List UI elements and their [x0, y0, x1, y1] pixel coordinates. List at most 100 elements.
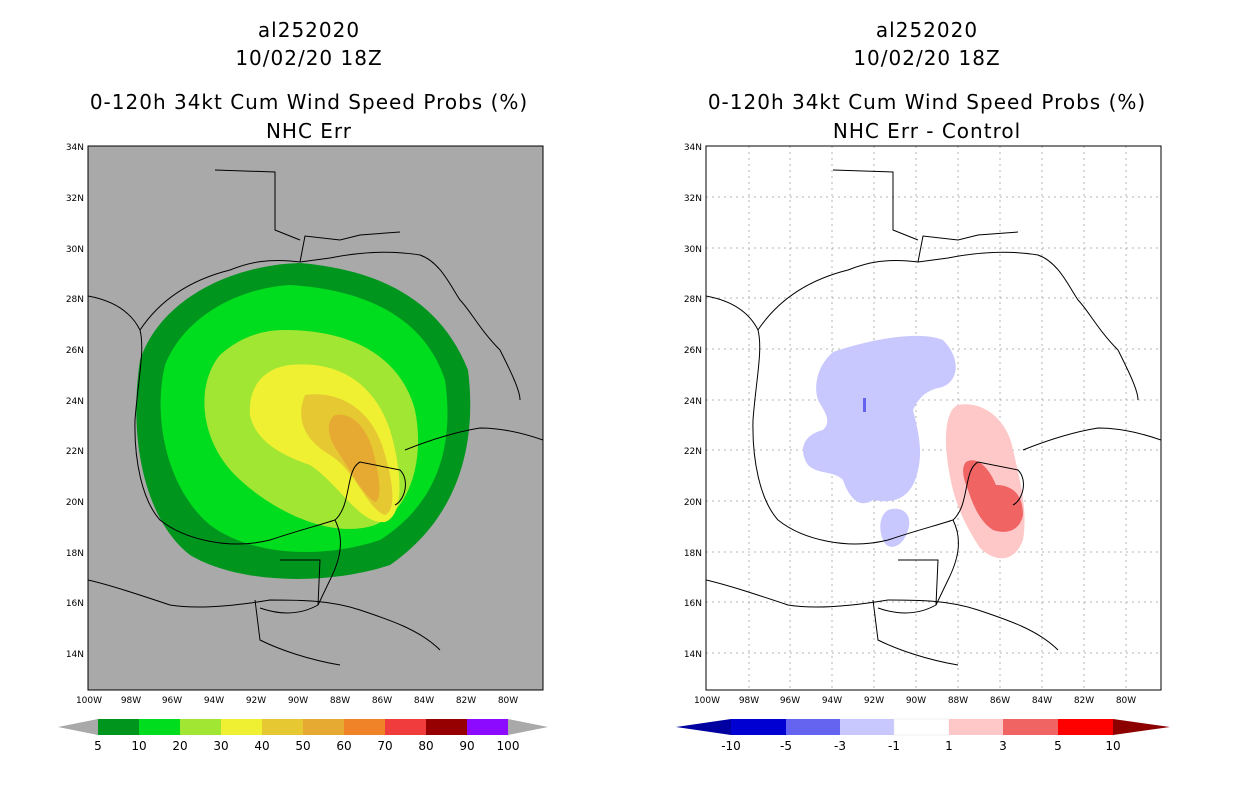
colorbar-swatch: [221, 719, 262, 735]
lon-label: 90W: [906, 696, 926, 706]
colorbar-label: -5: [780, 739, 792, 753]
lat-label: 30N: [66, 245, 84, 255]
lon-label: 92W: [864, 696, 884, 706]
lon-label: 98W: [121, 696, 141, 706]
colorbar-label: -3: [834, 739, 846, 753]
colorbar-swatch: [385, 719, 426, 735]
lon-label: 98W: [739, 696, 759, 706]
colorbar-swatch: [1058, 719, 1113, 735]
colorbar-label: 20: [172, 739, 187, 753]
lon-label: 96W: [162, 696, 182, 706]
right-map-panel: al252020 10/02/20 18Z 0-120h 34kt Cum Wi…: [618, 0, 1236, 800]
lat-label: 22N: [66, 447, 84, 457]
colorbar-swatch: [467, 719, 508, 735]
colorbar-label: 3: [999, 739, 1007, 753]
forecast-date: 10/02/20 18Z: [853, 46, 1001, 70]
map-frame: [87, 145, 544, 691]
lon-label: 84W: [414, 696, 434, 706]
lat-label: 18N: [684, 549, 702, 559]
lat-label: 20N: [66, 498, 84, 508]
map-frame: [705, 145, 1162, 691]
lat-label: 26N: [66, 346, 84, 356]
contour-plus-3: [963, 460, 1023, 532]
lat-axis: 34N 32N 30N 28N 26N 24N 22N 20N 18N 16N …: [66, 143, 84, 660]
product-title: 0-120h 34kt Cum Wind Speed Probs (%): [707, 90, 1147, 114]
lat-label: 28N: [66, 295, 84, 305]
lat-label: 26N: [684, 346, 702, 356]
difference-map: 34N 32N 30N 28N 26N 24N 22N 20N 18N 16N …: [676, 143, 1170, 753]
lat-label: 24N: [684, 397, 702, 407]
colorbar: -10 -5 -3 -1 1 3 5 10: [676, 718, 1170, 753]
contour-minus-1: [803, 335, 956, 504]
colorbar-label: -10: [721, 739, 741, 753]
colorbar-end-low: [676, 719, 731, 735]
lon-label: 92W: [246, 696, 266, 706]
colorbar-label: 90: [459, 739, 474, 753]
colorbar-label: -1: [888, 739, 900, 753]
colorbar-swatch: [344, 719, 385, 735]
colorbar-swatch: [426, 719, 467, 735]
colorbar-swatch: [303, 719, 344, 735]
lat-label: 28N: [684, 295, 702, 305]
colorbar-swatch: [731, 719, 786, 735]
colorbar-label: 80: [418, 739, 433, 753]
lat-label: 30N: [684, 245, 702, 255]
product-title: 0-120h 34kt Cum Wind Speed Probs (%): [89, 90, 529, 114]
panel-subtitle: NHC Err: [265, 119, 353, 143]
lon-label: 88W: [948, 696, 968, 706]
lat-label: 20N: [684, 498, 702, 508]
lon-label: 82W: [1074, 696, 1094, 706]
contour-50: [328, 414, 380, 502]
colorbar-label: 60: [336, 739, 351, 753]
lon-label: 94W: [822, 696, 842, 706]
lat-label: 14N: [684, 650, 702, 660]
lat-label: 34N: [66, 143, 84, 153]
colorbar-label: 10: [1105, 739, 1120, 753]
lat-label: 16N: [66, 599, 84, 609]
lat-label: 18N: [66, 549, 84, 559]
storm-id: al252020: [875, 18, 979, 42]
lon-label: 80W: [498, 696, 518, 706]
coastline: [706, 169, 1161, 666]
colorbar-swatch: [840, 719, 894, 735]
colorbar-swatch: [262, 719, 303, 735]
forecast-date: 10/02/20 18Z: [235, 46, 383, 70]
lon-label: 80W: [1116, 696, 1136, 706]
colorbar-swatch: [786, 719, 840, 735]
lat-label: 16N: [684, 599, 702, 609]
lon-label: 86W: [990, 696, 1010, 706]
lat-label: 32N: [684, 194, 702, 204]
colorbar-end-low: [58, 719, 98, 735]
lon-label: 84W: [1032, 696, 1052, 706]
contour-minus-3: [863, 398, 866, 412]
lon-label: 86W: [372, 696, 392, 706]
colorbar-swatch: [180, 719, 221, 735]
colorbar-swatch: [949, 719, 1003, 735]
colorbar-swatch: [1003, 719, 1058, 735]
lat-label: 14N: [66, 650, 84, 660]
coastline: [88, 169, 543, 666]
lon-label: 90W: [288, 696, 308, 706]
lon-axis: 100W 98W 96W 94W 92W 90W 88W 86W 84W 82W…: [76, 696, 518, 706]
lon-label: 100W: [694, 696, 720, 706]
lon-axis: 100W 98W 96W 94W 92W 90W 88W 86W 84W 82W…: [694, 696, 1136, 706]
probability-map: 34N 32N 30N 28N 26N 24N 22N 20N 18N 16N …: [58, 143, 548, 753]
map-background: [706, 146, 1161, 690]
storm-id: al252020: [257, 18, 361, 42]
colorbar-label: 10: [131, 739, 146, 753]
panel-subtitle: NHC Err - Control: [832, 119, 1022, 143]
colorbar-swatch: [139, 719, 180, 735]
colorbar-swatch: [893, 718, 950, 736]
lat-label: 22N: [684, 447, 702, 457]
lon-label: 96W: [780, 696, 800, 706]
contour-minus-1b: [880, 508, 910, 547]
colorbar-label: 5: [1054, 739, 1062, 753]
colorbar-label: 100: [497, 739, 520, 753]
left-map-panel: al252020 10/02/20 18Z 0-120h 34kt Cum Wi…: [58, 18, 548, 753]
lat-axis: 34N 32N 30N 28N 26N 24N 22N 20N 18N 16N …: [684, 143, 702, 660]
colorbar-label: 30: [213, 739, 228, 753]
lon-label: 94W: [204, 696, 224, 706]
colorbar-label: 1: [945, 739, 953, 753]
lon-label: 88W: [330, 696, 350, 706]
colorbar-label: 70: [377, 739, 392, 753]
